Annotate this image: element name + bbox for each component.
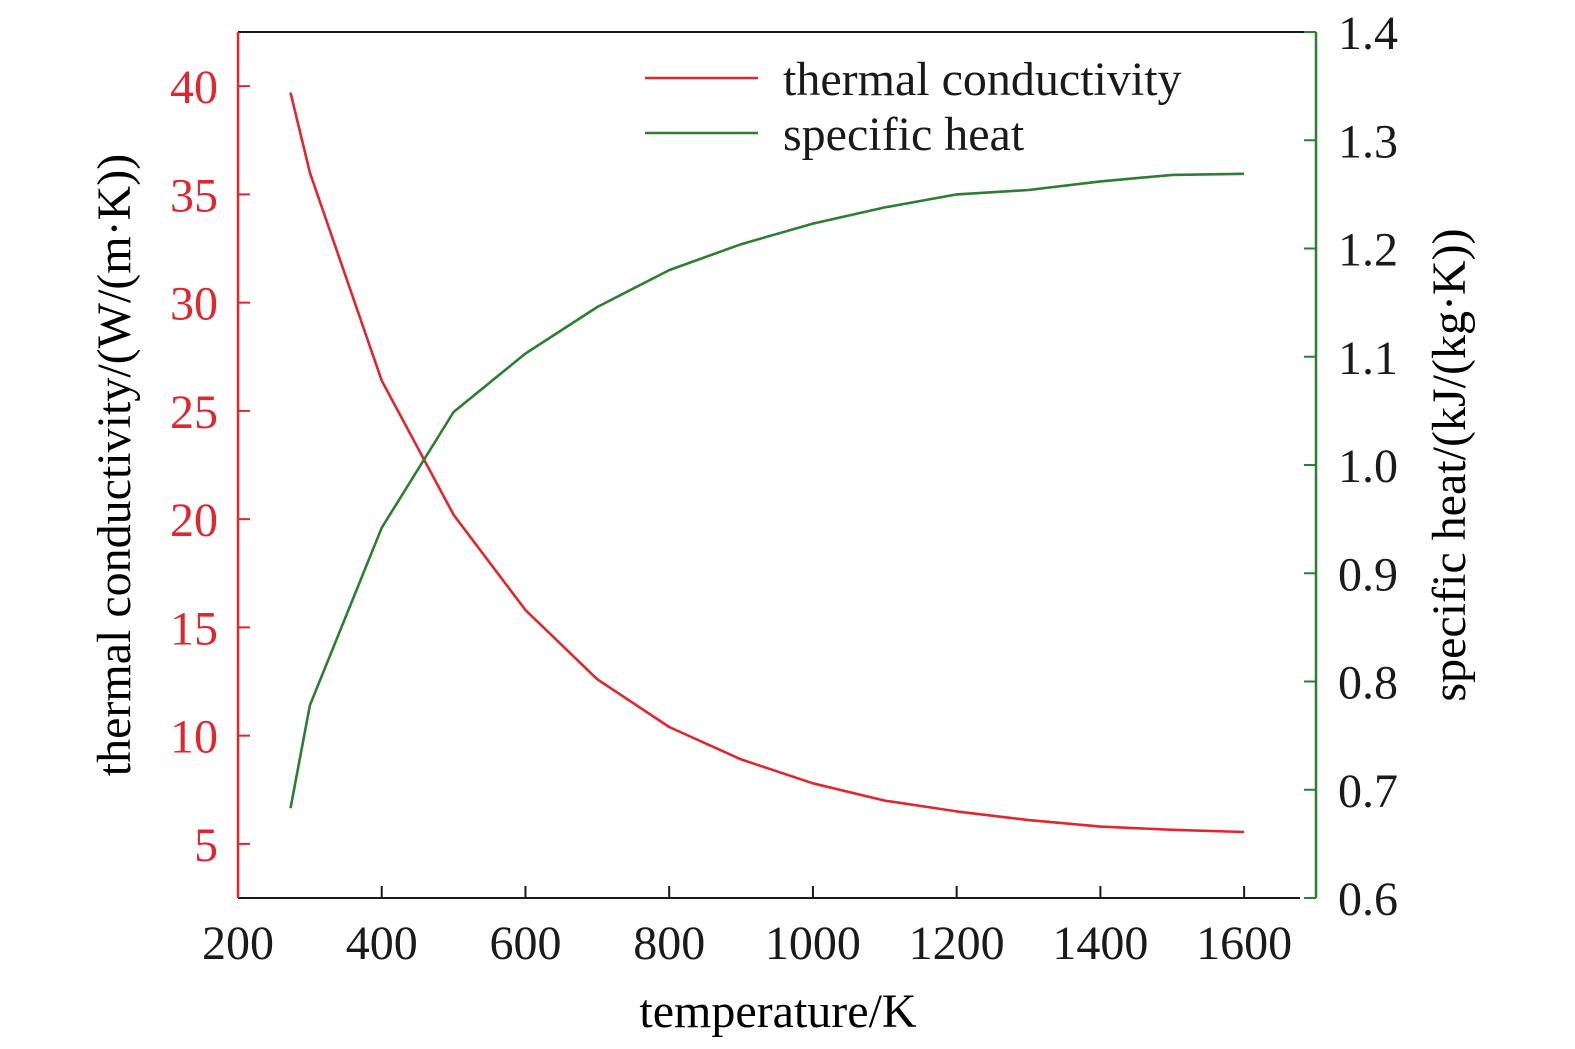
y-right-tick-label: 1.4 xyxy=(1338,7,1398,60)
y-right-tick-label: 0.6 xyxy=(1338,873,1398,926)
series-layer xyxy=(289,92,1245,834)
y-axis-right-title: specific heat/(kJ/(kg·K)) xyxy=(1423,228,1476,701)
y-right-tick-label: 0.7 xyxy=(1338,765,1398,818)
y-axis-left: 5 10 15 20 25 30 35 40 xyxy=(170,32,250,898)
y-axis-right: 0.6 0.7 0.8 0.9 1.0 1.1 1.2 1.3 1.4 xyxy=(1304,7,1398,926)
x-tick-label: 1200 xyxy=(909,917,1005,970)
y-left-tick-label: 15 xyxy=(170,602,218,655)
y-right-tick-label: 0.9 xyxy=(1338,548,1398,601)
x-tick-label: 1600 xyxy=(1196,917,1292,970)
series-line-specific-heat xyxy=(289,172,1245,809)
series-line-thermal-conductivity xyxy=(289,92,1245,834)
y-right-tick-label: 0.8 xyxy=(1338,657,1398,710)
x-axis-title: temperature/K xyxy=(639,985,917,1038)
y-right-tick-label: 1.0 xyxy=(1338,440,1398,493)
y-left-tick-label: 25 xyxy=(170,386,218,439)
x-tick-label: 600 xyxy=(489,917,561,970)
y-left-tick-label: 10 xyxy=(170,711,218,764)
x-tick-label: 200 xyxy=(202,917,274,970)
legend-label-specific-heat: specific heat xyxy=(783,108,1025,161)
legend-label-thermal-conductivity: thermal conductivity xyxy=(783,53,1182,106)
y-axis-left-title: thermal conductivity/(W/(m·K)) xyxy=(88,154,141,776)
x-tick-label: 800 xyxy=(633,917,705,970)
y-right-tick-label: 1.1 xyxy=(1338,332,1398,385)
y-left-tick-label: 20 xyxy=(170,494,218,547)
x-tick-label: 1400 xyxy=(1052,917,1148,970)
x-tick-label: 400 xyxy=(346,917,418,970)
y-right-tick-label: 1.2 xyxy=(1338,224,1398,277)
y-left-tick-label: 5 xyxy=(194,819,218,872)
y-left-tick-label: 40 xyxy=(170,61,218,114)
x-axis: 200 400 600 800 1000 1200 1400 1600 xyxy=(202,886,1292,970)
y-right-tick-label: 1.3 xyxy=(1338,115,1398,168)
x-tick-label: 1000 xyxy=(765,917,861,970)
y-left-tick-label: 35 xyxy=(170,169,218,222)
y-left-tick-label: 30 xyxy=(170,278,218,331)
plot-frame xyxy=(238,31,1316,899)
